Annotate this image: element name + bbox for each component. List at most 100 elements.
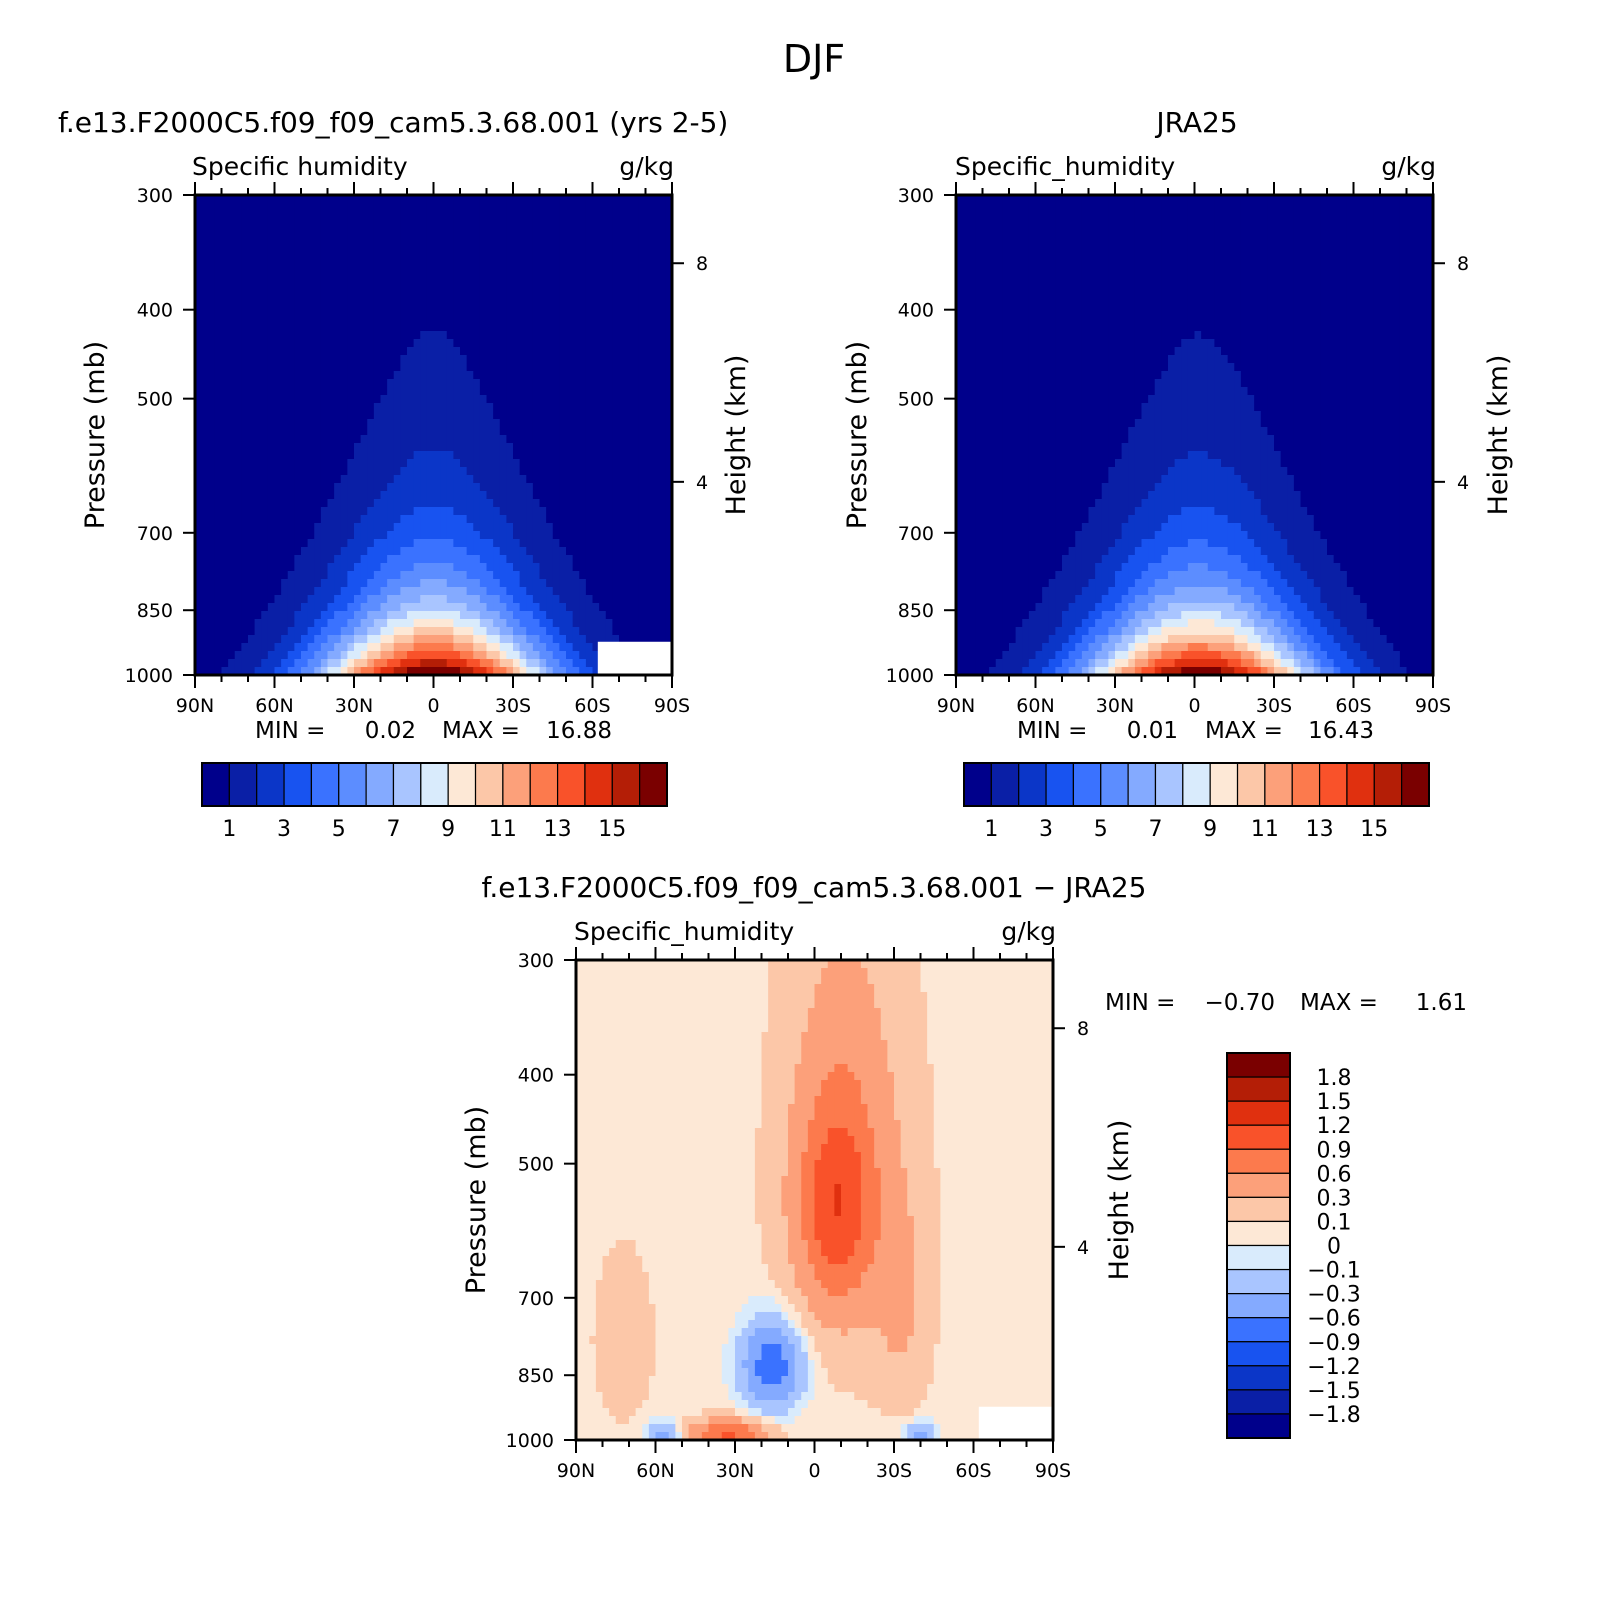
field-cell — [486, 363, 494, 372]
field-cell — [453, 371, 461, 380]
field-cell — [652, 611, 660, 620]
field-cell — [466, 595, 474, 604]
field-cell — [1141, 195, 1149, 204]
field-cell — [493, 563, 501, 572]
field-cell — [989, 211, 997, 220]
field-cell — [354, 315, 362, 324]
field-cell — [619, 379, 627, 388]
field-cell — [466, 483, 474, 492]
field-cell — [254, 499, 262, 508]
field-cell — [645, 459, 653, 468]
field-cell — [228, 667, 236, 675]
field-cell — [605, 235, 613, 244]
field-cell — [347, 627, 355, 636]
field-cell — [552, 419, 560, 428]
field-cell — [493, 659, 501, 668]
min-value: 0.02 — [365, 718, 416, 744]
field-cell — [446, 379, 454, 388]
field-cell — [327, 643, 335, 652]
field-cell — [612, 347, 620, 356]
field-cell — [1247, 227, 1255, 236]
field-cell — [393, 235, 401, 244]
colorbar-swatch — [611, 762, 641, 807]
field-cell — [579, 507, 587, 516]
field-cell — [499, 379, 507, 388]
field-cell — [440, 595, 448, 604]
field-cell — [572, 611, 580, 620]
field-cell — [340, 531, 348, 540]
field-cell — [506, 395, 514, 404]
field-cell — [566, 211, 574, 220]
field-cell — [460, 459, 468, 468]
field-cell — [962, 243, 970, 252]
field-cell — [460, 571, 468, 580]
field-cell — [453, 659, 461, 668]
field-cell — [354, 443, 362, 452]
field-cell — [460, 211, 468, 220]
field-cell — [281, 211, 289, 220]
field-cell — [566, 403, 574, 412]
field-cell — [307, 627, 315, 636]
field-cell — [473, 291, 481, 300]
field-cell — [221, 363, 229, 372]
field-cell — [995, 243, 1003, 252]
field-cell — [658, 339, 666, 348]
field-cell — [592, 667, 600, 675]
field-cell — [1313, 219, 1321, 228]
field-cell — [632, 291, 640, 300]
field-cell — [1194, 243, 1202, 252]
field-cell — [294, 651, 302, 660]
field-cell — [301, 379, 309, 388]
field-cell — [294, 243, 302, 252]
field-cell — [585, 435, 594, 444]
field-cell — [261, 219, 269, 228]
field-cell — [539, 499, 547, 508]
field-cell — [638, 243, 647, 252]
field-cell — [513, 387, 521, 396]
field-cell — [539, 643, 547, 652]
field-cell — [294, 315, 302, 324]
field-cell — [433, 379, 441, 388]
field-cell — [1240, 235, 1249, 244]
field-cell — [493, 203, 501, 212]
field-cell — [625, 435, 633, 444]
field-cell — [413, 195, 421, 204]
field-cell — [1227, 235, 1235, 244]
field-cell — [446, 507, 454, 516]
field-cell — [294, 643, 302, 652]
field-cell — [267, 275, 276, 284]
field-cell — [380, 363, 388, 372]
field-cell — [546, 355, 554, 364]
field-cell — [314, 331, 322, 340]
field-cell — [426, 539, 435, 548]
field-cell — [1174, 211, 1182, 220]
field-cell — [460, 403, 468, 412]
field-cell — [579, 283, 587, 292]
field-cell — [320, 283, 329, 292]
field-cell — [407, 643, 415, 652]
field-cell — [506, 419, 514, 428]
field-cell — [658, 291, 666, 300]
field-cell — [486, 627, 494, 636]
field-cell — [546, 323, 554, 332]
field-cell — [248, 531, 256, 540]
x-tick-label: 0 — [427, 695, 439, 717]
field-cell — [1115, 235, 1123, 244]
field-cell — [658, 507, 666, 516]
field-cell — [559, 307, 567, 316]
field-cell — [1214, 251, 1222, 260]
field-cell — [294, 323, 302, 332]
field-cell — [301, 547, 309, 556]
field-cell — [493, 235, 501, 244]
field-cell — [426, 571, 435, 580]
field-cell — [513, 531, 521, 540]
field-cell — [314, 475, 322, 484]
field-cell — [453, 603, 461, 612]
field-cell — [513, 539, 521, 548]
field-cell — [347, 275, 355, 284]
field-cell — [1307, 227, 1315, 236]
field-cell — [221, 507, 229, 516]
field-cell — [453, 379, 461, 388]
field-cell — [380, 403, 388, 412]
field-cell — [493, 451, 501, 460]
